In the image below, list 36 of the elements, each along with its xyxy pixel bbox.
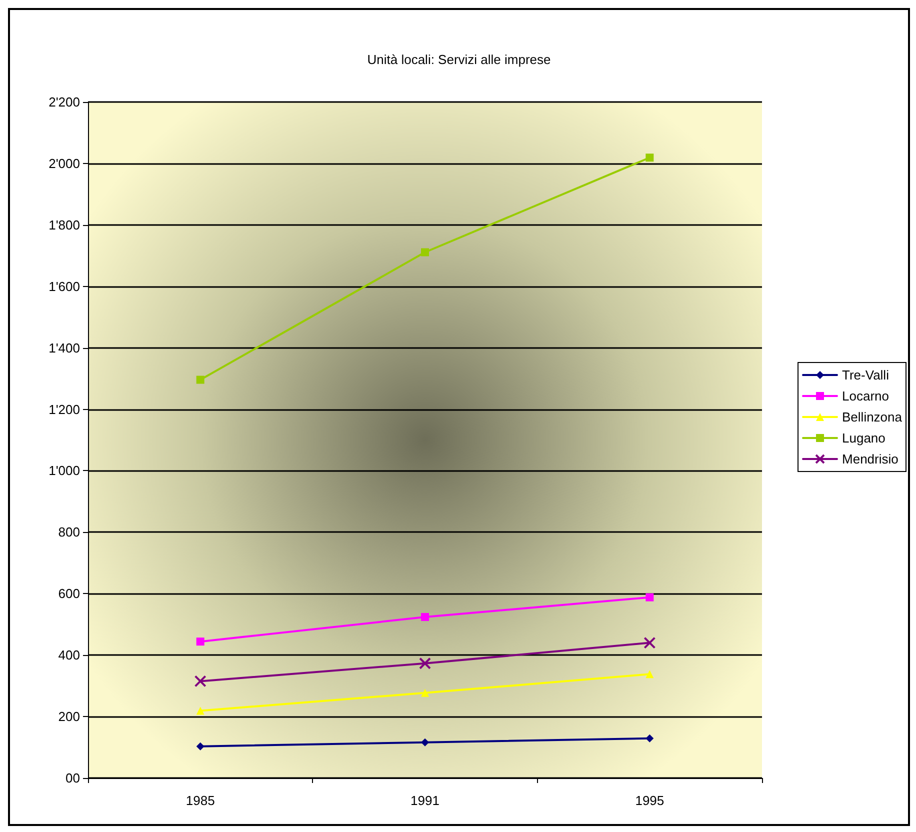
legend-label: Bellinzona bbox=[842, 410, 903, 424]
point bbox=[646, 734, 654, 742]
y-tick-label: 800 bbox=[58, 524, 80, 540]
legend-label: Lugano bbox=[842, 430, 886, 446]
point bbox=[421, 688, 429, 697]
point bbox=[644, 636, 656, 649]
point bbox=[196, 376, 204, 384]
point bbox=[646, 154, 654, 162]
point bbox=[421, 612, 429, 621]
point bbox=[194, 675, 206, 688]
point bbox=[196, 638, 204, 646]
point bbox=[421, 738, 429, 746]
point bbox=[196, 706, 204, 715]
y-tick-label: 1'600 bbox=[48, 278, 80, 294]
y-tick-label: 200 bbox=[58, 709, 80, 724]
y-tick-label: 1'800 bbox=[48, 217, 80, 232]
point bbox=[646, 593, 654, 602]
y-tick-label: 2'200 bbox=[48, 94, 80, 110]
chart-title: Unità locali: Servizi alle imprese bbox=[367, 52, 551, 67]
y-tick-label: 400 bbox=[58, 648, 80, 663]
point bbox=[196, 742, 204, 750]
x-tick-label: 1991 bbox=[410, 793, 440, 808]
legend-label: Mendrisio bbox=[842, 452, 898, 466]
y-tick-label: 600 bbox=[58, 586, 80, 602]
y-tick-label: 1'000 bbox=[48, 463, 80, 478]
y-tick-label: 1'400 bbox=[48, 340, 80, 356]
x-tick-label: 1985 bbox=[186, 793, 215, 808]
y-tick-label: 1'200 bbox=[48, 402, 80, 417]
x-tick-label: 1995 bbox=[635, 793, 664, 808]
legend-label: Tre-Valli bbox=[842, 368, 890, 382]
point bbox=[646, 670, 654, 678]
y-tick-label: 2'000 bbox=[48, 156, 80, 171]
point bbox=[419, 657, 431, 670]
point bbox=[421, 248, 429, 256]
y-tick-label: 00 bbox=[66, 770, 80, 786]
legend-label: Locarno bbox=[842, 388, 889, 404]
